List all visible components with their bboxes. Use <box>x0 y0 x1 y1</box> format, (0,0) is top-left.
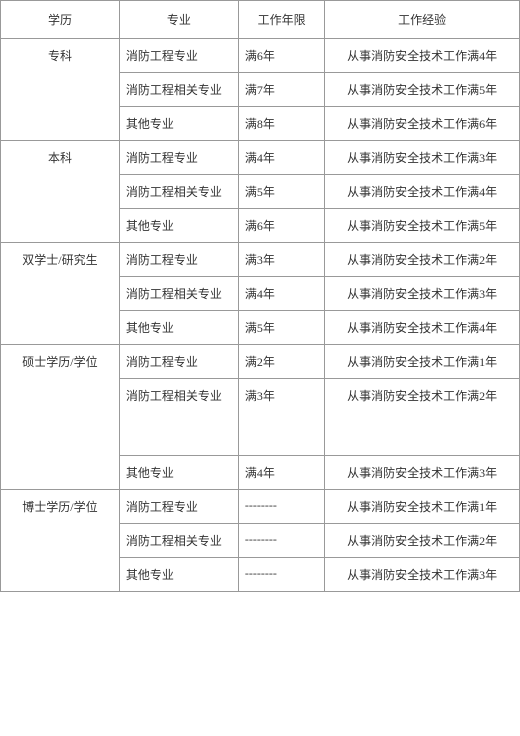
major-cell: 消防工程相关专业 <box>119 379 238 456</box>
experience-cell: 从事消防安全技术工作满3年 <box>325 558 520 592</box>
header-education: 学历 <box>1 1 120 39</box>
years-cell: 满4年 <box>238 456 325 490</box>
table-row: 双学士/研究生消防工程专业满3年从事消防安全技术工作满2年 <box>1 243 520 277</box>
major-cell: 其他专业 <box>119 107 238 141</box>
header-major: 专业 <box>119 1 238 39</box>
major-cell: 其他专业 <box>119 209 238 243</box>
years-cell: 满2年 <box>238 345 325 379</box>
experience-cell: 从事消防安全技术工作满5年 <box>325 209 520 243</box>
major-cell: 消防工程专业 <box>119 345 238 379</box>
table-header-row: 学历 专业 工作年限 工作经验 <box>1 1 520 39</box>
major-cell: 其他专业 <box>119 311 238 345</box>
experience-cell: 从事消防安全技术工作满3年 <box>325 456 520 490</box>
education-cell: 专科 <box>1 39 120 141</box>
experience-cell: 从事消防安全技术工作满3年 <box>325 277 520 311</box>
education-cell: 本科 <box>1 141 120 243</box>
experience-cell: 从事消防安全技术工作满4年 <box>325 175 520 209</box>
table-row: 专科消防工程专业满6年从事消防安全技术工作满4年 <box>1 39 520 73</box>
years-cell: 满4年 <box>238 141 325 175</box>
experience-cell: 从事消防安全技术工作满2年 <box>325 379 520 456</box>
experience-cell: 从事消防安全技术工作满1年 <box>325 490 520 524</box>
years-cell: 满3年 <box>238 243 325 277</box>
education-cell: 博士学历/学位 <box>1 490 120 592</box>
education-cell: 硕士学历/学位 <box>1 345 120 490</box>
years-cell: 满6年 <box>238 209 325 243</box>
years-cell: 满8年 <box>238 107 325 141</box>
major-cell: 其他专业 <box>119 456 238 490</box>
years-cell: 满4年 <box>238 277 325 311</box>
major-cell: 消防工程相关专业 <box>119 277 238 311</box>
education-cell: 双学士/研究生 <box>1 243 120 345</box>
major-cell: 消防工程相关专业 <box>119 175 238 209</box>
years-cell: 满6年 <box>238 39 325 73</box>
years-cell: 满5年 <box>238 311 325 345</box>
table-row: 博士学历/学位消防工程专业--------从事消防安全技术工作满1年 <box>1 490 520 524</box>
requirements-table: 学历 专业 工作年限 工作经验 专科消防工程专业满6年从事消防安全技术工作满4年… <box>0 0 520 592</box>
experience-cell: 从事消防安全技术工作满5年 <box>325 73 520 107</box>
years-cell: -------- <box>238 524 325 558</box>
experience-cell: 从事消防安全技术工作满6年 <box>325 107 520 141</box>
major-cell: 消防工程相关专业 <box>119 73 238 107</box>
table-body: 专科消防工程专业满6年从事消防安全技术工作满4年消防工程相关专业满7年从事消防安… <box>1 39 520 592</box>
table-row: 本科消防工程专业满4年从事消防安全技术工作满3年 <box>1 141 520 175</box>
experience-cell: 从事消防安全技术工作满4年 <box>325 39 520 73</box>
years-cell: 满7年 <box>238 73 325 107</box>
major-cell: 消防工程专业 <box>119 490 238 524</box>
years-cell: -------- <box>238 558 325 592</box>
header-experience: 工作经验 <box>325 1 520 39</box>
major-cell: 消防工程专业 <box>119 39 238 73</box>
experience-cell: 从事消防安全技术工作满4年 <box>325 311 520 345</box>
major-cell: 其他专业 <box>119 558 238 592</box>
experience-cell: 从事消防安全技术工作满2年 <box>325 524 520 558</box>
experience-cell: 从事消防安全技术工作满1年 <box>325 345 520 379</box>
years-cell: 满3年 <box>238 379 325 456</box>
table-row: 硕士学历/学位消防工程专业满2年从事消防安全技术工作满1年 <box>1 345 520 379</box>
header-workyears: 工作年限 <box>238 1 325 39</box>
experience-cell: 从事消防安全技术工作满3年 <box>325 141 520 175</box>
years-cell: -------- <box>238 490 325 524</box>
years-cell: 满5年 <box>238 175 325 209</box>
major-cell: 消防工程相关专业 <box>119 524 238 558</box>
major-cell: 消防工程专业 <box>119 243 238 277</box>
experience-cell: 从事消防安全技术工作满2年 <box>325 243 520 277</box>
major-cell: 消防工程专业 <box>119 141 238 175</box>
